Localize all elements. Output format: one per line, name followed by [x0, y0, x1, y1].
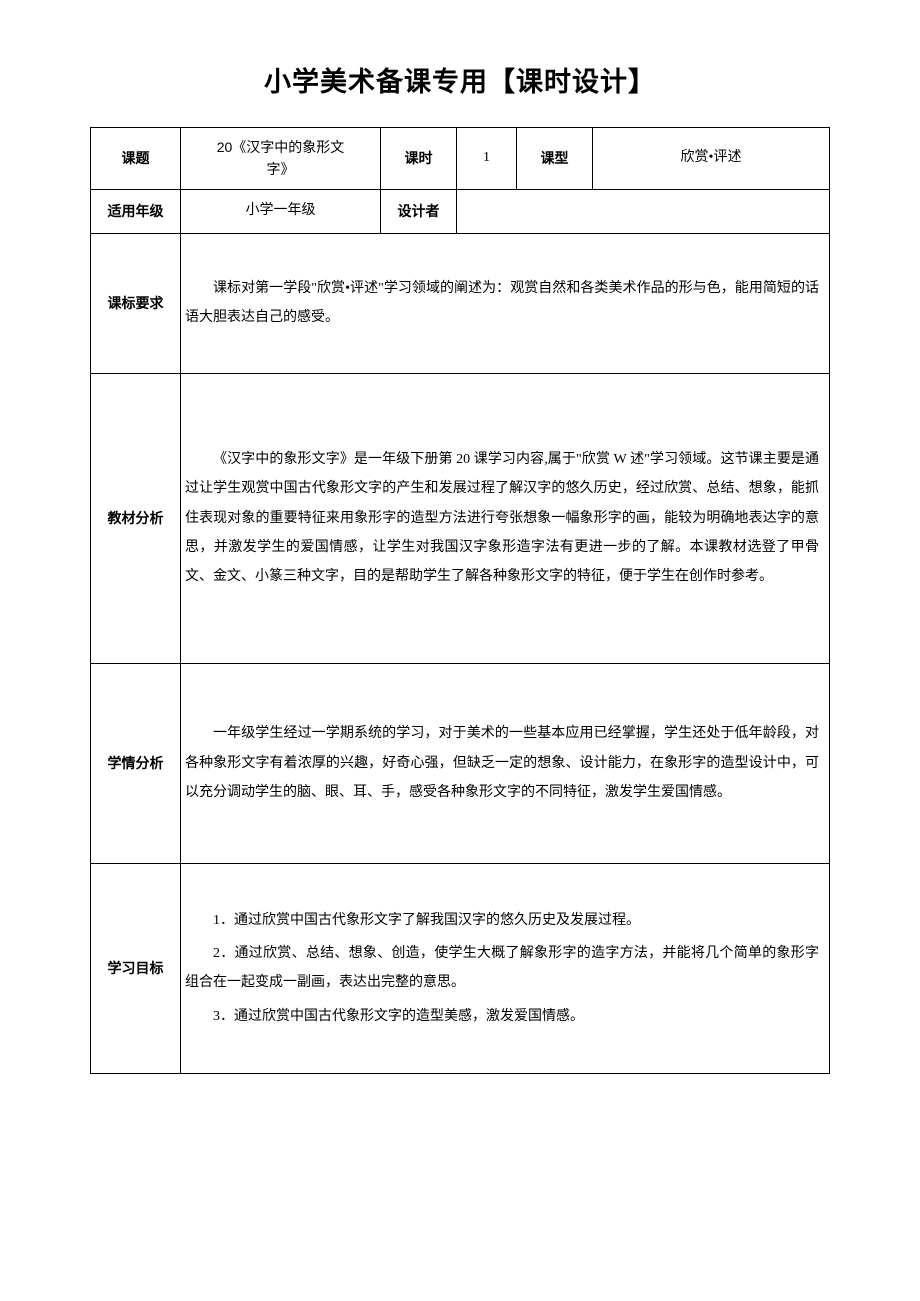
content-xueqing: 一年级学生经过一学期系统的学习，对于美术的一些基本应用已经掌握，学生还处于低年龄… [181, 663, 830, 863]
mubiao-p2: 2．通过欣赏、总结、想象、创造，使学生大概了解象形字的造字方法，并能将几个简单的… [185, 939, 819, 998]
label-keshi: 课时 [381, 128, 457, 190]
label-jiaocai: 教材分析 [91, 373, 181, 663]
jiaocai-text: 《汉字中的象形文字》是一年级下册第 20 课学习内容,属于"欣赏 W 述"学习领… [185, 445, 819, 592]
row-xueqing: 学情分析 一年级学生经过一学期系统的学习，对于美术的一些基本应用已经掌握，学生还… [91, 663, 830, 863]
value-topic: 20《汉字中的象形文 字》 [181, 128, 381, 190]
label-kexing: 课型 [517, 128, 593, 190]
value-keshi: 1 [457, 128, 517, 190]
value-designer [457, 189, 830, 233]
label-grade: 适用年级 [91, 189, 181, 233]
label-keti: 课题 [91, 128, 181, 190]
value-grade: 小学一年级 [181, 189, 381, 233]
value-kexing: 欣赏•评述 [593, 128, 830, 190]
mubiao-p3: 3．通过欣赏中国古代象形文字的造型美感，激发爱国情感。 [185, 1002, 819, 1031]
label-kebiao: 课标要求 [91, 233, 181, 373]
row-header-2: 适用年级 小学一年级 设计者 [91, 189, 830, 233]
label-mubiao: 学习目标 [91, 863, 181, 1073]
row-kebiao: 课标要求 课标对第一学段"欣赏•评述"学习领域的阐述为：观赏自然和各类美术作品的… [91, 233, 830, 373]
content-mubiao: 1．通过欣赏中国古代象形文字了解我国汉字的悠久历史及发展过程。 2．通过欣赏、总… [181, 863, 830, 1073]
label-xueqing: 学情分析 [91, 663, 181, 863]
topic-line2: 字》 [267, 161, 295, 177]
page-title: 小学美术备课专用【课时设计】 [90, 60, 830, 99]
kebiao-text: 课标对第一学段"欣赏•评述"学习领域的阐述为：观赏自然和各类美术作品的形与色，能… [185, 274, 819, 333]
topic-line1: 20《汉字中的象形文 [217, 139, 345, 155]
row-header-1: 课题 20《汉字中的象形文 字》 课时 1 课型 欣赏•评述 [91, 128, 830, 190]
xueqing-text: 一年级学生经过一学期系统的学习，对于美术的一些基本应用已经掌握，学生还处于低年龄… [185, 719, 819, 807]
label-designer: 设计者 [381, 189, 457, 233]
lesson-plan-table: 课题 20《汉字中的象形文 字》 课时 1 课型 欣赏•评述 适用年级 小学一年… [90, 127, 830, 1074]
row-jiaocai: 教材分析 《汉字中的象形文字》是一年级下册第 20 课学习内容,属于"欣赏 W … [91, 373, 830, 663]
content-kebiao: 课标对第一学段"欣赏•评述"学习领域的阐述为：观赏自然和各类美术作品的形与色，能… [181, 233, 830, 373]
content-jiaocai: 《汉字中的象形文字》是一年级下册第 20 课学习内容,属于"欣赏 W 述"学习领… [181, 373, 830, 663]
mubiao-p1: 1．通过欣赏中国古代象形文字了解我国汉字的悠久历史及发展过程。 [185, 906, 819, 935]
row-mubiao: 学习目标 1．通过欣赏中国古代象形文字了解我国汉字的悠久历史及发展过程。 2．通… [91, 863, 830, 1073]
